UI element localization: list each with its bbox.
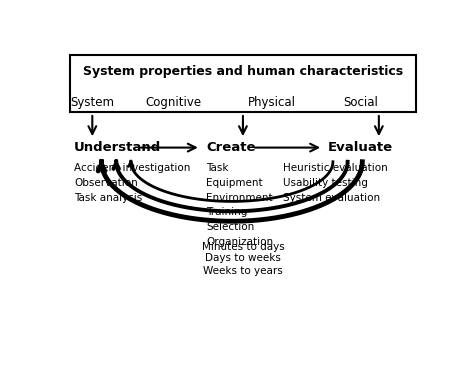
Text: Task analysis: Task analysis [74, 192, 142, 203]
Text: Task: Task [206, 163, 228, 173]
Text: Create: Create [206, 141, 255, 154]
Text: Physical: Physical [248, 96, 296, 109]
FancyBboxPatch shape [70, 56, 416, 112]
Text: Cognitive: Cognitive [145, 96, 201, 109]
Text: Training: Training [206, 208, 247, 217]
Text: Social: Social [343, 96, 378, 109]
Text: Evaluate: Evaluate [328, 141, 392, 154]
Text: System evaluation: System evaluation [283, 192, 381, 203]
Text: System properties and human characteristics: System properties and human characterist… [83, 64, 403, 78]
Text: Days to weeks: Days to weeks [205, 253, 281, 263]
Text: Heuristic evaluation: Heuristic evaluation [283, 163, 388, 173]
Text: Selection: Selection [206, 222, 255, 232]
Text: Equipment: Equipment [206, 178, 263, 188]
Text: Understand: Understand [74, 141, 161, 154]
Text: Accident investigation: Accident investigation [74, 163, 191, 173]
Text: Weeks to years: Weeks to years [203, 266, 283, 276]
Text: Minutes to days: Minutes to days [201, 242, 284, 252]
Text: Environment: Environment [206, 192, 273, 203]
Text: Observation: Observation [74, 178, 137, 188]
Text: System: System [70, 96, 114, 109]
Text: Usability testing: Usability testing [283, 178, 368, 188]
Text: Organization: Organization [206, 237, 273, 247]
